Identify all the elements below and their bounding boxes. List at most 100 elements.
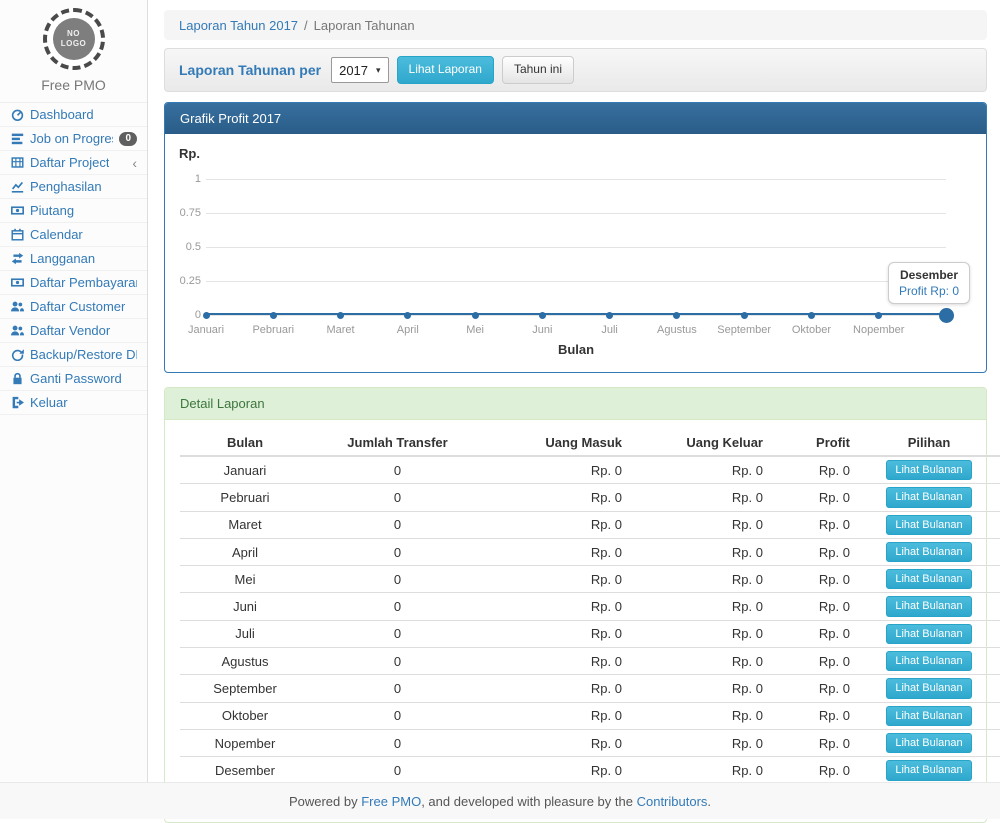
table-cell: Rp. 0 <box>630 456 771 484</box>
app-logo: NO LOGO <box>43 8 105 70</box>
chart-x-tick: Juli <box>578 324 642 336</box>
table-cell: Rp. 0 <box>485 757 630 784</box>
chart-point-nopember[interactable] <box>875 312 882 319</box>
table-row: Maret0Rp. 0Rp. 0Rp. 0Lihat Bulanan <box>180 511 1000 538</box>
lihat-bulanan-button-maret[interactable]: Lihat Bulanan <box>886 515 971 535</box>
lihat-laporan-button[interactable]: Lihat Laporan <box>397 56 494 84</box>
sidebar-item-backup-restore-db[interactable]: Backup/Restore DB <box>0 343 147 367</box>
chart-point-maret[interactable] <box>337 312 344 319</box>
table-row: Januari0Rp. 0Rp. 0Rp. 0Lihat Bulanan <box>180 456 1000 484</box>
table-cell: 0 <box>310 757 485 784</box>
lihat-bulanan-button-januari[interactable]: Lihat Bulanan <box>886 460 971 480</box>
footer-link-free-pmo[interactable]: Free PMO <box>361 794 421 809</box>
chart-point-oktober[interactable] <box>808 312 815 319</box>
table-cell-actions: Lihat Bulanan <box>858 456 1000 484</box>
retweet-icon <box>10 252 24 265</box>
table-cell: Rp. 0 <box>771 484 858 511</box>
table-cell: 0 <box>310 675 485 702</box>
table-cell: Rp. 0 <box>485 702 630 729</box>
chart-point-juni[interactable] <box>539 312 546 319</box>
chart-x-tick: Mei <box>443 324 507 336</box>
table-cell: September <box>180 675 310 702</box>
table-cell: 0 <box>310 593 485 620</box>
chart-gridline <box>206 315 946 316</box>
table-cell: Rp. 0 <box>630 511 771 538</box>
sidebar-item-label: Backup/Restore DB <box>30 347 137 362</box>
sidebar-item-keluar[interactable]: Keluar <box>0 391 147 415</box>
table-cell-actions: Lihat Bulanan <box>858 648 1000 675</box>
sidebar-item-daftar-vendor[interactable]: Daftar Vendor <box>0 319 147 343</box>
chart-point-januari[interactable] <box>203 312 210 319</box>
table-row: Mei0Rp. 0Rp. 0Rp. 0Lihat Bulanan <box>180 566 1000 593</box>
chart-point-april[interactable] <box>404 312 411 319</box>
table-cell: 0 <box>310 729 485 756</box>
chart-x-tick: Maret <box>309 324 373 336</box>
sidebar-item-piutang[interactable]: Piutang <box>0 199 147 223</box>
table-cell: Rp. 0 <box>485 456 630 484</box>
sidebar-item-penghasilan[interactable]: Penghasilan <box>0 175 147 199</box>
chart-point-juli[interactable] <box>606 312 613 319</box>
chart-y-tick: 1 <box>165 173 201 185</box>
breadcrumb-current: Laporan Tahunan <box>314 18 415 33</box>
chart-point-agustus[interactable] <box>673 312 680 319</box>
sidebar-item-job-on-progress[interactable]: Job on Progress0 <box>0 127 147 151</box>
chart-y-tick: 0.25 <box>165 275 201 287</box>
table-cell: Maret <box>180 511 310 538</box>
table-cell: Rp. 0 <box>485 538 630 565</box>
chart-point-mei[interactable] <box>472 312 479 319</box>
lihat-bulanan-button-agustus[interactable]: Lihat Bulanan <box>886 651 971 671</box>
table-cell: 0 <box>310 456 485 484</box>
year-select-value: 2017 <box>339 63 368 78</box>
lihat-bulanan-button-juli[interactable]: Lihat Bulanan <box>886 624 971 644</box>
sidebar-item-daftar-customer[interactable]: Daftar Customer <box>0 295 147 319</box>
table-cell: Rp. 0 <box>630 566 771 593</box>
chart-x-tick: Pebruari <box>241 324 305 336</box>
sidebar-item-dashboard[interactable]: Dashboard <box>0 103 147 127</box>
lihat-bulanan-button-mei[interactable]: Lihat Bulanan <box>886 569 971 589</box>
sidebar-item-daftar-project[interactable]: Daftar Project‹ <box>0 151 147 175</box>
table-header-row: BulanJumlah TransferUang MasukUang Kelua… <box>180 430 1000 456</box>
table-body: Januari0Rp. 0Rp. 0Rp. 0Lihat BulananPebr… <box>180 456 1000 808</box>
detail-panel-body: BulanJumlah TransferUang MasukUang Kelua… <box>165 420 986 822</box>
table-cell: Rp. 0 <box>630 729 771 756</box>
sidebar-item-langganan[interactable]: Langganan <box>0 247 147 271</box>
chart-point-september[interactable] <box>741 312 748 319</box>
monthly-report-table: BulanJumlah TransferUang MasukUang Kelua… <box>180 430 1000 808</box>
lihat-bulanan-button-april[interactable]: Lihat Bulanan <box>886 542 971 562</box>
table-cell: Rp. 0 <box>485 511 630 538</box>
chart-y-tick: 0.5 <box>165 241 201 253</box>
money-icon <box>10 276 24 289</box>
chart-point-pebruari[interactable] <box>270 312 277 319</box>
table-cell: Rp. 0 <box>771 593 858 620</box>
sidebar-item-daftar-pembayaran[interactable]: Daftar Pembayaran <box>0 271 147 295</box>
lihat-bulanan-button-oktober[interactable]: Lihat Bulanan <box>886 706 971 726</box>
breadcrumb-link[interactable]: Laporan Tahun 2017 <box>179 18 298 33</box>
lihat-bulanan-button-nopember[interactable]: Lihat Bulanan <box>886 733 971 753</box>
table-cell: Rp. 0 <box>630 538 771 565</box>
table-cell: Januari <box>180 456 310 484</box>
sidebar-item-ganti-password[interactable]: Ganti Password <box>0 367 147 391</box>
chart-tooltip: Desember Profit Rp: 0 <box>888 262 970 304</box>
table-cell: Agustus <box>180 648 310 675</box>
sidebar-item-calendar[interactable]: Calendar <box>0 223 147 247</box>
table-cell-actions: Lihat Bulanan <box>858 675 1000 702</box>
column-header-profit: Profit <box>771 430 858 456</box>
tahun-ini-button[interactable]: Tahun ini <box>502 56 574 84</box>
table-row: Desember0Rp. 0Rp. 0Rp. 0Lihat Bulanan <box>180 757 1000 784</box>
table-cell: 0 <box>310 511 485 538</box>
year-select[interactable]: 2017 ▾ <box>331 57 388 83</box>
logo-box: NO LOGO Free PMO <box>0 0 147 103</box>
chart-point-desember[interactable] <box>939 308 954 323</box>
lihat-bulanan-button-desember[interactable]: Lihat Bulanan <box>886 760 971 780</box>
chart-gridline <box>206 281 946 282</box>
lihat-bulanan-button-september[interactable]: Lihat Bulanan <box>886 678 971 698</box>
table-cell-actions: Lihat Bulanan <box>858 511 1000 538</box>
table-cell: Rp. 0 <box>771 620 858 647</box>
lihat-bulanan-button-juni[interactable]: Lihat Bulanan <box>886 596 971 616</box>
table-cell-actions: Lihat Bulanan <box>858 593 1000 620</box>
table-cell: Rp. 0 <box>771 456 858 484</box>
footer-link-contributors[interactable]: Contributors <box>637 794 708 809</box>
table-cell: Rp. 0 <box>485 566 630 593</box>
column-header-uang-keluar: Uang Keluar <box>630 430 771 456</box>
lihat-bulanan-button-pebruari[interactable]: Lihat Bulanan <box>886 487 971 507</box>
